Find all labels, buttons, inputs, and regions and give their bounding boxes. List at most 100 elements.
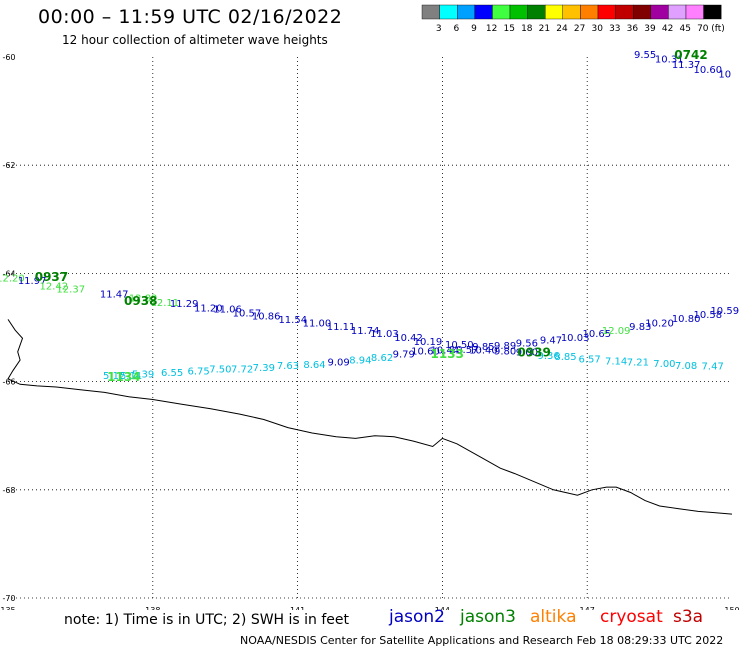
lat-tick-label: -68: [2, 486, 15, 495]
lat-tick-label: -70: [2, 594, 15, 603]
legend-label: 36: [627, 24, 639, 34]
credit-line: NOAA/NESDIS Center for Satellite Applica…: [240, 634, 724, 647]
lon-tick-label: 141: [290, 606, 305, 610]
lon-tick-label: 138: [145, 606, 160, 610]
lat-tick-label: -64: [2, 269, 15, 278]
swh-value: 9.55: [634, 50, 656, 61]
swh-value: 10: [718, 70, 731, 81]
legend-label: 6: [454, 24, 460, 34]
legend-label: 33: [609, 24, 620, 34]
swh-value: 9.36: [537, 351, 559, 362]
satellite-label-jason3: jason3: [460, 607, 516, 627]
swh-value: 11.00: [303, 318, 332, 329]
lon-tick-label: 135: [0, 606, 15, 610]
swh-value: 7.47: [702, 362, 724, 373]
swh-value: 10.44: [430, 345, 459, 356]
satellite-label-jason2: jason2: [389, 607, 445, 627]
swh-value: 10.42: [394, 333, 423, 344]
pass-time-label: 0938: [124, 294, 157, 308]
swh-value: 9.83: [629, 322, 651, 333]
lon-tick-label: 147: [580, 606, 595, 610]
pass-time-label: 1134: [107, 370, 140, 384]
swh-value: 5.12: [103, 371, 125, 382]
altimeter-map: 135 138 141 144 147 150 -60 -62 -64 -66 -68 -70 12.2…: [0, 48, 740, 610]
swh-value: 6.57: [578, 355, 600, 366]
satellite-label-altika: altika: [530, 607, 577, 627]
swh-value: 10.03: [561, 333, 590, 344]
legend-label: 45: [679, 24, 690, 34]
swh-value: 7.50: [209, 364, 231, 375]
satellite-label-cryosat: cryosat: [600, 607, 663, 627]
swh-value: 9.85: [472, 342, 494, 353]
lat-tick-label: -60: [2, 53, 15, 62]
pass-time-label: 1133: [431, 347, 464, 361]
legend-label: 27: [574, 24, 585, 34]
legend-label: 42: [662, 24, 673, 34]
legend-label: 3: [436, 24, 442, 34]
swh-value: 7.63: [277, 361, 299, 372]
swh-value: 10.65: [583, 329, 612, 340]
lat-tick-label: -66: [2, 378, 15, 387]
legend-label: 12: [486, 24, 497, 34]
swh-value: 8.62: [371, 353, 393, 364]
swh-value: 8.64: [303, 360, 325, 371]
swh-value: 9.09: [327, 357, 349, 368]
swh-value: 11.29: [170, 299, 199, 310]
swh-value: 12.09: [602, 326, 631, 337]
map-subtitle: 12 hour collection of altimeter wave hei…: [62, 33, 328, 47]
swh-value: 10.80: [672, 314, 701, 325]
legend-label: 15: [503, 24, 514, 34]
swh-value: 12.42: [40, 282, 69, 293]
swh-value: 7.72: [231, 364, 253, 375]
swh-value: 5.11: [120, 371, 142, 382]
swh-value: 10.60: [411, 347, 440, 358]
swh-value: 10.19: [414, 337, 443, 348]
swh-value: 10.40: [469, 345, 498, 356]
swh-value: 12.37: [56, 284, 85, 295]
swh-value: 11.47: [100, 290, 129, 301]
swh-value: 10.20: [645, 318, 674, 329]
swh-value: 6.55: [161, 368, 183, 379]
legend-swatch: [703, 4, 722, 20]
swh-value: 11.20: [194, 303, 223, 314]
legend-label: 24: [556, 24, 568, 34]
swh-value: 9.79: [393, 349, 415, 360]
swh-value: 9.89: [494, 341, 516, 352]
legend-label: 9: [471, 24, 477, 34]
satellite-label-s3a: s3a: [673, 607, 704, 627]
swh-value: 12.82: [129, 294, 158, 305]
lon-tick-label: 144: [435, 606, 450, 610]
footer-note: note: 1) Time is in UTC; 2) SWH is in fe…: [64, 612, 350, 628]
swh-value: 12.11: [151, 298, 180, 309]
swh-value: 11.03: [370, 329, 399, 340]
swh-value: 7.21: [627, 357, 649, 368]
swh-value: 10.86: [252, 311, 281, 322]
coastline-spur: [7, 319, 24, 380]
swh-value: 12.20: [0, 274, 25, 285]
swh-value: 10.31: [655, 54, 684, 65]
wave-height-legend: 3 6 9 12 15 18 21 24 27 30 33 36 39 42 45 70 (ft): [421, 4, 725, 34]
legend-label: 30: [591, 24, 603, 34]
legend-label: 21: [539, 24, 550, 34]
swh-value: 11.97: [18, 276, 47, 287]
swh-value: 9.80: [494, 347, 516, 358]
swh-value: 9.00: [516, 348, 538, 359]
swh-value: 5.39: [132, 369, 154, 380]
pass-time-label: 0742: [674, 48, 707, 62]
swh-value: 11.11: [327, 322, 356, 333]
swh-value: 10.59: [710, 306, 739, 317]
swh-value: 11.74: [351, 326, 380, 337]
pass-time-label: 0939: [517, 346, 550, 360]
swh-value: 9.47: [540, 336, 562, 347]
swh-value: 11.54: [278, 315, 307, 326]
swh-value: 7.08: [675, 361, 697, 372]
swh-value: 11.06: [213, 304, 242, 315]
legend-label: 70: [697, 24, 709, 34]
legend-unit: (ft): [711, 24, 725, 34]
swh-value: 10.57: [233, 309, 262, 320]
swh-value: 11.37: [672, 60, 701, 71]
swh-value: 10.58: [694, 310, 723, 321]
legend-label: 39: [644, 24, 656, 34]
swh-value: 10.50: [445, 340, 474, 351]
swh-value: 10.60: [694, 65, 723, 76]
